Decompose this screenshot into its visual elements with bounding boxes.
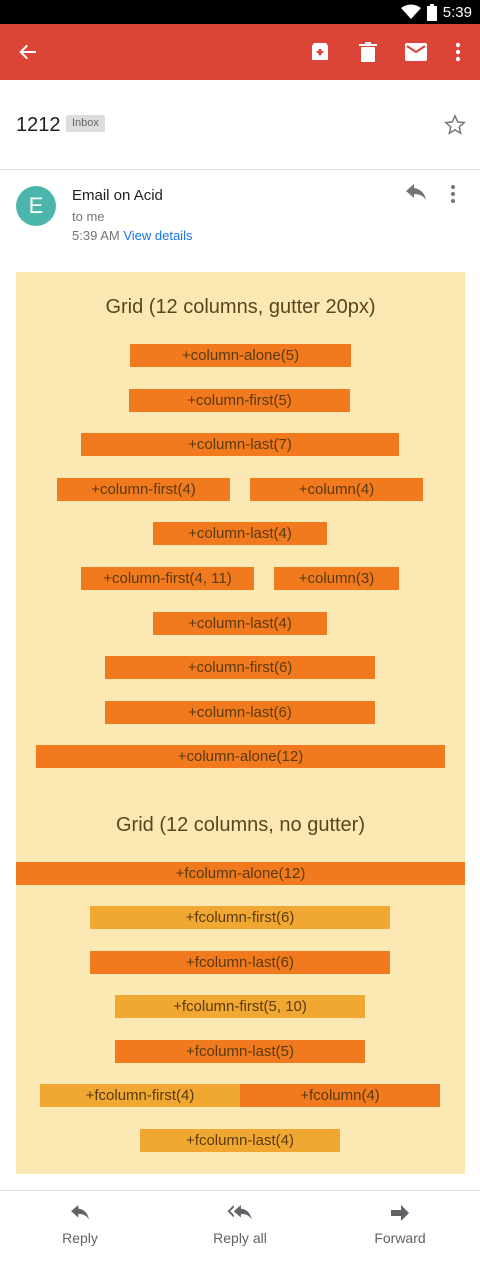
more-vert-icon [455, 42, 461, 62]
message-more-button[interactable] [450, 184, 456, 209]
grid-block: +fcolumn-alone(12) [16, 862, 465, 885]
more-options-button[interactable] [434, 24, 480, 80]
grid-block: +fcolumn-first(5, 10) [115, 995, 365, 1018]
arrow-left-icon [19, 44, 36, 60]
reply-action[interactable]: Reply [0, 1191, 160, 1273]
grid-block: +column-last(7) [81, 433, 399, 456]
mail-icon [405, 43, 427, 61]
grid-block: +column-first(5) [129, 389, 350, 412]
view-details-link[interactable]: View details [123, 228, 193, 243]
reply-button[interactable] [405, 184, 427, 207]
archive-button[interactable] [296, 24, 344, 80]
sender-header: E Email on Acid to me 5:39 AM View detai… [0, 170, 480, 260]
subject-title: 1212 [16, 114, 61, 136]
grid-nogutter-title: Grid (12 columns, no gutter) [116, 814, 365, 836]
grid-block: +column-alone(12) [36, 745, 445, 768]
reply-all-action[interactable]: Reply all [160, 1191, 320, 1273]
grid-block: +column-last(4) [153, 612, 327, 635]
grid-block: +column-first(6) [105, 656, 375, 679]
forward-icon [391, 1205, 409, 1221]
wifi-icon [400, 4, 421, 19]
subject-row: 1212 Inbox [0, 80, 480, 170]
reply-all-label: Reply all [213, 1230, 267, 1246]
more-vert-icon [451, 185, 455, 203]
email-body: Grid (12 columns, gutter 20px) +column-a… [16, 272, 465, 1174]
grid-block: +column-first(4) [57, 478, 230, 501]
app-bar [0, 24, 480, 80]
grid-block: +fcolumn-first(4) [40, 1084, 240, 1107]
grid-block: +fcolumn-first(6) [90, 906, 390, 929]
recipient-line: to me [72, 209, 105, 224]
forward-action[interactable]: Forward [320, 1191, 480, 1273]
delete-icon [359, 42, 377, 62]
reply-label: Reply [62, 1230, 98, 1246]
grid-block: +column(4) [250, 478, 423, 501]
grid-block: +fcolumn-last(4) [140, 1129, 340, 1152]
grid-block: +column-first(4, 11) [81, 567, 254, 590]
back-button[interactable] [4, 24, 52, 80]
inbox-label[interactable]: Inbox [66, 115, 105, 132]
reply-icon [406, 184, 426, 200]
status-icons: 5:39 [400, 0, 472, 24]
status-time: 5:39 [442, 3, 472, 21]
avatar[interactable]: E [16, 186, 56, 226]
grid-gutter-title: Grid (12 columns, gutter 20px) [105, 296, 376, 318]
archive-icon [312, 43, 328, 60]
forward-label: Forward [374, 1230, 426, 1246]
bottom-actions: Reply Reply all Forward [0, 1190, 480, 1273]
grid-block: +column(3) [274, 567, 399, 590]
sent-time: 5:39 AM [72, 228, 120, 243]
status-bar: 5:39 [0, 0, 480, 24]
grid-block: +column-last(4) [153, 522, 327, 545]
delete-button[interactable] [344, 24, 392, 80]
star-icon[interactable] [444, 114, 466, 136]
mark-unread-button[interactable] [392, 24, 440, 80]
grid-block: +fcolumn-last(5) [115, 1040, 365, 1063]
grid-block: +fcolumn(4) [240, 1084, 440, 1107]
reply-icon [71, 1205, 89, 1220]
reply-all-icon [227, 1205, 252, 1220]
grid-block: +column-alone(5) [130, 344, 351, 367]
grid-block: +column-last(6) [105, 701, 375, 724]
battery-icon [426, 3, 437, 21]
time-line: 5:39 AM View details [72, 228, 192, 243]
grid-block: +fcolumn-last(6) [90, 951, 390, 974]
sender-name: Email on Acid [72, 187, 163, 204]
